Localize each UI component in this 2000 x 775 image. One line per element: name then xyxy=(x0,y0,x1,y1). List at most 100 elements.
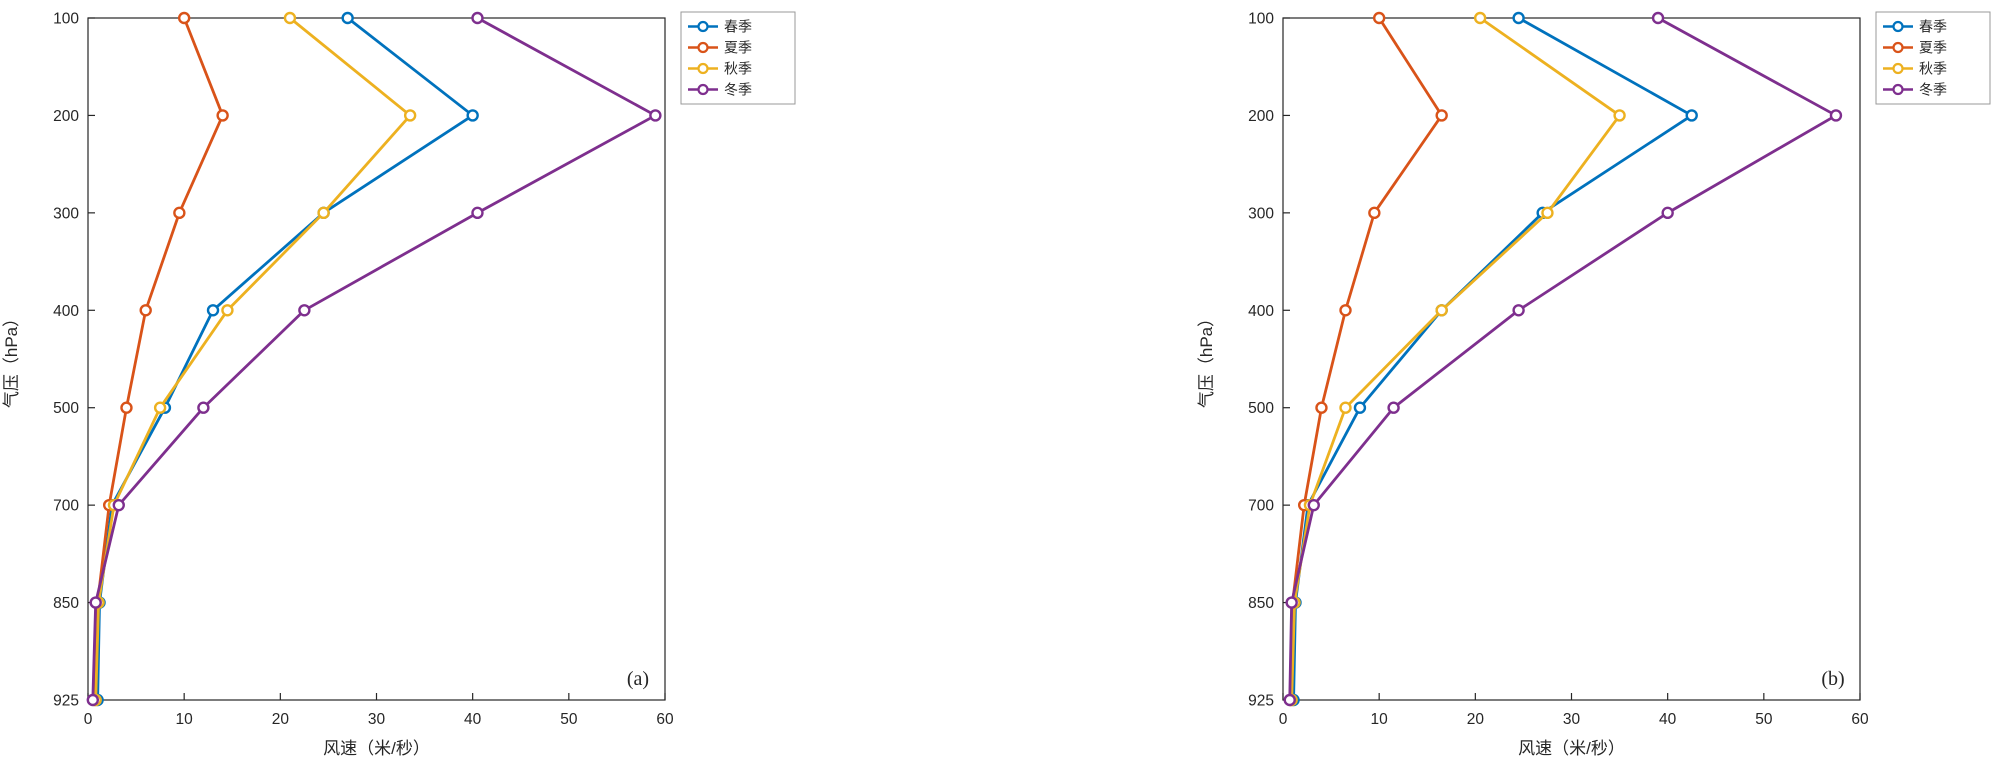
x-tick-label: 30 xyxy=(1563,711,1581,728)
data-marker-summer xyxy=(120,401,133,414)
series-line-winter xyxy=(1288,16,1838,702)
y-tick-label: 500 xyxy=(53,400,79,417)
data-marker-autumn xyxy=(1435,304,1448,317)
y-axis-title: 气压（hPa） xyxy=(2,310,21,408)
data-marker-spring xyxy=(1685,109,1698,122)
y-tick-label: 400 xyxy=(1248,303,1274,320)
y-tick-label: 925 xyxy=(1248,693,1274,710)
data-marker-autumn xyxy=(1541,206,1554,220)
x-tick-label: 0 xyxy=(1279,711,1288,728)
legend-label-winter: 冬季 xyxy=(1919,82,1947,98)
data-marker-summer xyxy=(1339,304,1352,317)
data-marker-winter xyxy=(1283,693,1296,707)
legend-sample-marker-spring xyxy=(1892,20,1904,33)
legend-sample-marker-summer xyxy=(1892,41,1904,54)
panel-letter: (b) xyxy=(1821,668,1844,690)
data-marker-summer xyxy=(177,11,191,25)
x-tick-label: 60 xyxy=(1851,711,1869,728)
series-line-autumn xyxy=(94,16,412,702)
data-marker-spring xyxy=(466,109,479,122)
data-marker-winter xyxy=(471,11,484,25)
data-marker-autumn xyxy=(1339,401,1352,414)
data-marker-summer xyxy=(1315,401,1328,414)
data-marker-spring xyxy=(206,304,220,317)
data-marker-winter xyxy=(298,304,311,317)
data-marker-winter xyxy=(1307,498,1320,512)
x-tick-label: 40 xyxy=(1659,711,1677,728)
series-line-summer xyxy=(1289,16,1444,702)
legend-label-spring: 春季 xyxy=(724,19,752,35)
x-tick-label: 60 xyxy=(656,711,674,728)
legend-sample-marker-summer xyxy=(697,41,709,54)
data-marker-winter xyxy=(1829,109,1843,122)
legend-label-summer: 夏季 xyxy=(724,40,752,56)
data-marker-autumn xyxy=(403,109,417,122)
plot-box xyxy=(1282,17,1861,701)
data-marker-autumn xyxy=(153,401,167,414)
y-axis-title: 气压（hPa） xyxy=(1197,310,1216,408)
legend-sample-marker-winter xyxy=(697,83,709,96)
legend-sample-marker-autumn xyxy=(1892,62,1904,75)
y-tick-label: 925 xyxy=(53,693,79,710)
series-line-spring xyxy=(96,16,475,702)
data-marker-autumn xyxy=(1613,109,1626,122)
data-marker-autumn xyxy=(317,206,330,220)
y-tick-label: 850 xyxy=(1248,595,1274,612)
y-tick-label: 500 xyxy=(1248,400,1274,417)
chart-panel-b: 0 10 20 30 40 50 60 100 200 300 400 500 700 850 925 风速（… xyxy=(1195,0,2000,775)
y-tick-label: 300 xyxy=(53,205,79,222)
data-marker-spring xyxy=(341,11,354,25)
chart-b-canvas: 0 10 20 30 40 50 60 100 200 300 400 500 700 850 925 风速（… xyxy=(1197,11,1991,758)
y-tick-label: 300 xyxy=(1248,205,1274,222)
data-marker-summer xyxy=(216,109,229,122)
legend-label-summer: 夏季 xyxy=(1919,40,1947,56)
legend-label-autumn: 秋季 xyxy=(1919,61,1947,77)
data-marker-autumn xyxy=(221,304,234,317)
data-marker-winter xyxy=(1512,304,1525,317)
chart-a-canvas: 0 10 20 30 40 50 60 100 200 300 400 500 700 850 925 风速（… xyxy=(2,11,796,758)
x-axis-title: 风速（米/秒） xyxy=(1518,739,1625,758)
panel-letter: (a) xyxy=(627,668,649,690)
x-tick-label: 10 xyxy=(1371,711,1389,728)
data-marker-autumn xyxy=(1473,11,1487,25)
x-axis-title: 风速（米/秒） xyxy=(323,739,430,758)
y-tick-label: 700 xyxy=(1248,498,1274,515)
x-tick-label: 50 xyxy=(1755,711,1773,728)
data-marker-winter xyxy=(112,498,125,512)
data-marker-autumn xyxy=(283,11,297,25)
chart-panel-a: 0 10 20 30 40 50 60 100 200 300 400 500 700 850 925 风速（… xyxy=(0,0,805,775)
data-marker-winter xyxy=(1387,401,1400,414)
y-tick-label: 200 xyxy=(1248,108,1274,125)
data-marker-winter xyxy=(197,401,210,414)
data-marker-summer xyxy=(139,304,152,317)
x-tick-label: 20 xyxy=(272,711,290,728)
series-line-winter xyxy=(91,16,657,702)
data-marker-winter xyxy=(471,206,484,220)
x-tick-label: 0 xyxy=(84,711,93,728)
x-tick-label: 40 xyxy=(464,711,482,728)
series-line-autumn xyxy=(1290,16,1621,702)
legend-label-spring: 春季 xyxy=(1919,19,1947,35)
plot-box xyxy=(87,17,666,701)
series-line-spring xyxy=(1292,16,1694,702)
legend-label-autumn: 秋季 xyxy=(724,61,752,77)
y-tick-label: 700 xyxy=(53,498,79,515)
data-marker-summer xyxy=(1368,206,1381,220)
data-marker-winter xyxy=(649,109,662,122)
y-tick-label: 200 xyxy=(53,108,79,125)
data-marker-winter xyxy=(89,596,102,609)
data-marker-spring xyxy=(1512,11,1525,25)
x-tick-label: 50 xyxy=(560,711,578,728)
x-tick-label: 30 xyxy=(368,711,386,728)
data-marker-winter xyxy=(1651,11,1665,25)
data-marker-summer xyxy=(1435,109,1448,122)
y-tick-label: 100 xyxy=(1248,11,1274,28)
legend-sample-marker-spring xyxy=(697,20,709,33)
x-tick-label: 20 xyxy=(1467,711,1485,728)
legend-sample-marker-autumn xyxy=(697,62,709,75)
y-tick-label: 400 xyxy=(53,303,79,320)
data-marker-winter xyxy=(1285,596,1298,609)
y-tick-label: 100 xyxy=(53,11,79,28)
legend-sample-marker-winter xyxy=(1892,83,1904,96)
